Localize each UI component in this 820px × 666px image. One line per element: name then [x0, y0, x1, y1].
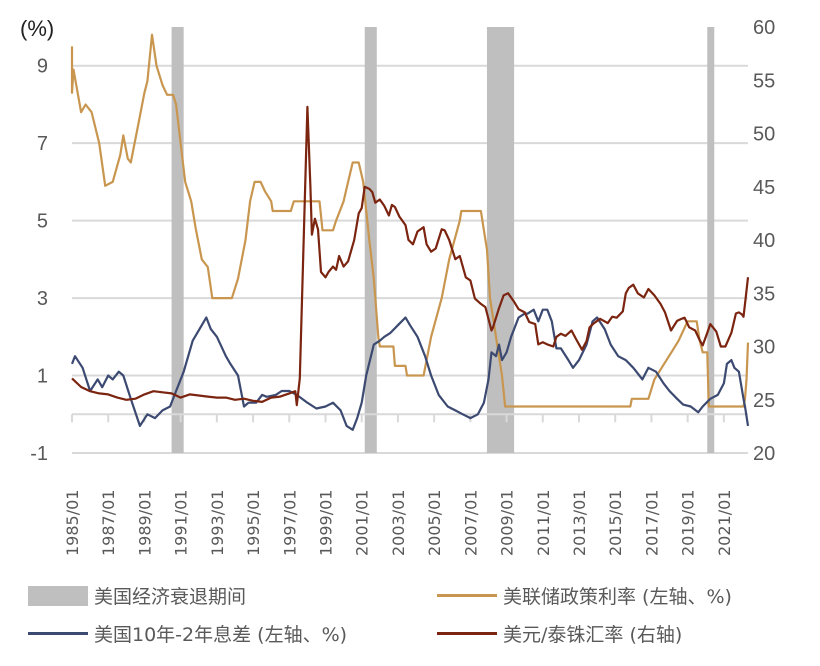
- x-axis-tick-label: 2005/01: [425, 490, 444, 556]
- right-axis-tick-label: 50: [753, 124, 775, 146]
- x-axis-tick-label: 1999/01: [317, 490, 336, 556]
- x-axis-tick-label: 2011/01: [534, 490, 553, 556]
- left-axis-tick-label: -1: [30, 443, 48, 465]
- x-axis-tick-label: 2017/01: [642, 490, 661, 556]
- spread-swatch: [28, 632, 88, 635]
- right-axis-tick-label: 60: [753, 17, 775, 39]
- right-axis-tick-label: 20: [753, 443, 775, 465]
- left-axis-unit-label: (%): [20, 16, 54, 41]
- x-axis-tick-label: 2021/01: [715, 490, 734, 556]
- y-axis-labels: 9 7 5 3 1 -1 60 55 50 45 40 35 30 25 20: [30, 17, 775, 465]
- legend-label: 美联储政策利率 (左轴、%): [503, 586, 732, 608]
- recession-swatch: [28, 585, 88, 606]
- recession-band: [171, 27, 184, 453]
- left-axis-tick-label: 7: [37, 133, 48, 155]
- legend-label: 美国经济衰退期间: [94, 586, 247, 608]
- x-axis-tick-label: 2019/01: [679, 490, 698, 556]
- usd-thb-swatch: [437, 632, 497, 635]
- x-axis-tick-label: 1997/01: [280, 490, 299, 556]
- x-axis-tick-label: 2003/01: [389, 490, 408, 556]
- left-axis-tick-label: 9: [37, 56, 48, 78]
- x-axis-tick-label: 1995/01: [244, 490, 263, 556]
- recession-band: [364, 27, 377, 453]
- legend-label: 美国10年-2年息差 (左轴、%): [94, 624, 348, 646]
- x-axis-tick-label: 1985/01: [63, 490, 82, 556]
- usd-thb-line: [71, 105, 750, 407]
- fed-rate-swatch: [437, 594, 497, 597]
- right-axis-tick-label: 55: [753, 70, 775, 92]
- right-axis-tick-label: 40: [753, 230, 775, 252]
- x-axis-tick-label: 2009/01: [498, 490, 517, 556]
- left-axis-tick-label: 3: [37, 288, 48, 310]
- right-axis-tick-label: 25: [753, 390, 775, 412]
- recession-band: [486, 27, 515, 453]
- x-axis-tick-label: 2015/01: [606, 490, 625, 556]
- x-axis-tick-label: 1993/01: [208, 490, 227, 556]
- x-axis-tick-label: 1991/01: [172, 490, 191, 556]
- right-axis-tick-label: 45: [753, 177, 775, 199]
- series-lines: [70, 33, 750, 431]
- right-axis-tick-label: 35: [753, 283, 775, 305]
- x-axis-tick-label: 2007/01: [461, 490, 480, 556]
- legend-label: 美元/泰铢汇率 (右轴): [503, 624, 683, 646]
- left-axis-tick-label: 5: [37, 211, 48, 233]
- x-axis-tick-label: 2001/01: [353, 490, 372, 556]
- recession-band: [707, 27, 715, 453]
- recession-bands: [171, 27, 715, 453]
- x-axis: 1985/01 1987/01 1989/01 1991/01 1993/01 1995/…: [63, 413, 748, 556]
- legend-item-usd-thb: 美元/泰铢汇率 (右轴): [437, 620, 682, 647]
- right-axis-tick-label: 30: [753, 337, 775, 359]
- x-axis-tick-label: 1987/01: [99, 490, 118, 556]
- legend-item-spread: 美国10年-2年息差 (左轴、%): [28, 620, 347, 647]
- fed-rate-line: [70, 33, 750, 408]
- x-axis-tick-label: 1989/01: [135, 490, 154, 556]
- x-axis-tick-label: 2013/01: [570, 490, 589, 556]
- legend-item-fed-rate: 美联储政策利率 (左轴、%): [437, 582, 732, 609]
- legend-item-recession: 美国经济衰退期间: [28, 582, 246, 609]
- left-axis-tick-label: 1: [37, 366, 48, 388]
- spread-line: [70, 308, 750, 431]
